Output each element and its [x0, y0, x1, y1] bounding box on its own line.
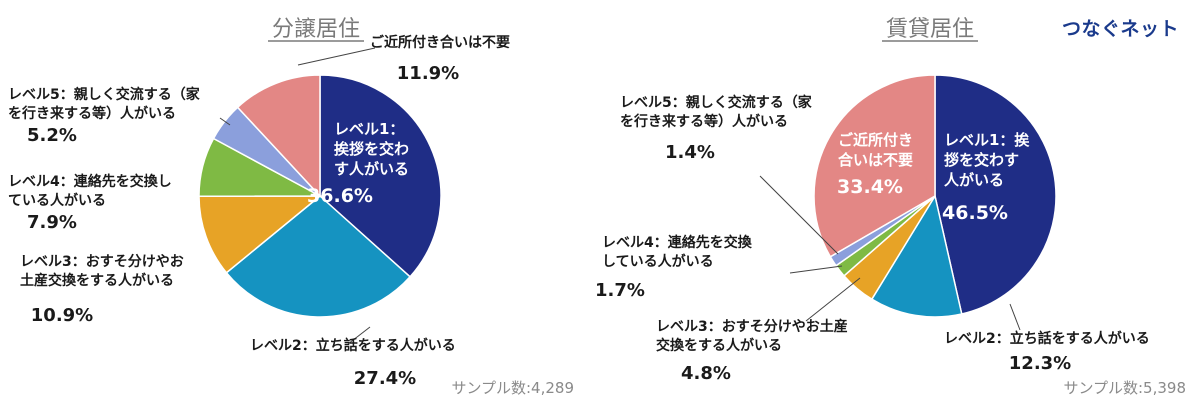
- slice-value-1: 36.6%: [307, 185, 373, 207]
- slice-label-3: レベル3：おすそ分けやお土産: [656, 318, 848, 335]
- leader-line-6: [297, 47, 376, 66]
- slice-label-4: ている人がいる: [8, 192, 106, 209]
- slice-label-5: レベル5：親しく交流する（家: [8, 86, 201, 103]
- leader-line-2: [347, 326, 371, 345]
- brand-logo: つなぐネット: [1062, 18, 1180, 40]
- slice-value-3: 4.8%: [681, 363, 731, 384]
- pie-slice-2: [870, 194, 963, 318]
- slice-value-4: 7.9%: [27, 212, 77, 233]
- slice-label-5: を行き来する等）人がいる: [620, 113, 788, 130]
- pie-slice-2: [225, 195, 412, 318]
- slice-label-4: レベル4：連絡先を交換し: [8, 173, 172, 190]
- leader-line-5: [759, 175, 839, 255]
- slice-value-4: 1.7%: [595, 280, 645, 301]
- slice-label-6: ご近所付き: [838, 131, 913, 149]
- slice-value-2: 12.3%: [1009, 353, 1071, 374]
- chart-title: 分譲居住: [272, 17, 360, 42]
- slice-value-3: 10.9%: [31, 305, 93, 326]
- slice-label-4: している人がいる: [602, 253, 714, 270]
- slice-value-1: 46.5%: [942, 202, 1008, 224]
- slice-label-3: レベル3：おすそ分けやお: [20, 254, 184, 270]
- slice-label-4: レベル4：連絡先を交換: [602, 234, 753, 251]
- slice-value-6: 11.9%: [397, 63, 459, 84]
- slice-label-1: レベル1：: [334, 120, 404, 138]
- slice-label-2: レベル2：立ち話をする人がいる: [250, 337, 456, 354]
- slice-label-6: 合いは不要: [837, 151, 913, 169]
- slice-label-1: 人がいる: [944, 171, 1004, 189]
- slice-label-2: レベル2：立ち話をする人がいる: [944, 330, 1150, 347]
- slice-label-6: ご近所付き合いは不要: [370, 34, 510, 51]
- pie-slice-6: [236, 74, 321, 198]
- slice-value-5: 1.4%: [665, 142, 715, 163]
- leader-line-5: [219, 117, 231, 126]
- chart-title: 賃貸居住: [886, 17, 974, 42]
- slice-label-1: レベル1：挨: [944, 131, 1030, 149]
- slice-label-5: レベル5：親しく交流する（家: [620, 94, 813, 111]
- pie-chart-1: 分譲居住 36.6% 27.4% 10.9% 7.9% 5.2% 11.9% サンプル数:4,…: [27, 17, 574, 397]
- pie-slice-1: [319, 74, 442, 278]
- pie-slice-6: [813, 74, 936, 258]
- slice-label-1: す人がいる: [334, 160, 409, 178]
- slice-label-3: 交換をする人がいる: [656, 337, 782, 354]
- pie-chart-2: 賃貸居住 46.5% 12.3% 4.8% 1.7% 1.4% 33.4% サンプル数:5,3…: [595, 17, 1186, 397]
- pie-slice-1: [934, 74, 1057, 315]
- sample-size: サンプル数:5,398: [1063, 379, 1186, 397]
- slice-label-5: を行き来する等）人がいる: [8, 105, 176, 122]
- slice-label-1: 挨拶を交わ: [334, 140, 409, 158]
- sample-size: サンプル数:4,289: [451, 379, 574, 397]
- slice-label-1: 拶を交わす: [944, 151, 1019, 169]
- leader-line-4: [789, 265, 843, 274]
- slice-value-6: 33.4%: [837, 176, 903, 198]
- slice-value-5: 5.2%: [27, 125, 77, 146]
- leader-line-2: [1009, 303, 1021, 331]
- slice-value-2: 27.4%: [354, 368, 416, 389]
- pie-slice-3: [198, 195, 323, 274]
- leader-line-3: [805, 277, 861, 322]
- slice-label-3: 土産交換をする人がいる: [20, 272, 174, 289]
